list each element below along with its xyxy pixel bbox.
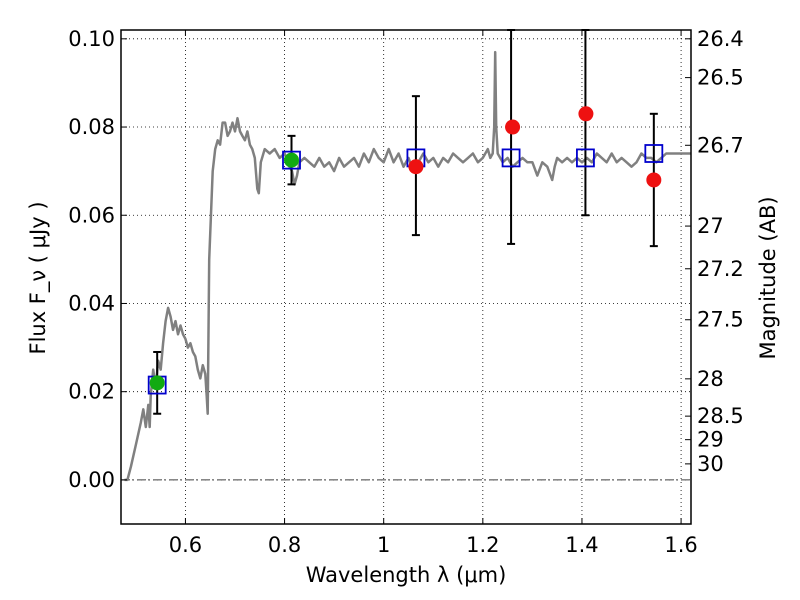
y-axis-label: Flux F_ν ( μJy ) [26,201,51,354]
magnitude-tick-label: 26.5 [697,66,744,90]
plot-frame [120,29,692,525]
magnitude-tick-label: 29 [697,428,724,452]
model-flux-square [501,148,521,168]
magnitude-tick-label: 28.5 [697,404,744,428]
right-axis-label: Magnitude (AB) [756,196,780,359]
photometry-point [578,106,594,122]
magnitude-tick-label: 27.5 [697,308,744,332]
photometry-point [646,172,662,188]
point-layer [149,106,662,391]
photometry-point [408,159,424,175]
x-tick-label: 0.8 [268,533,301,557]
spectrum-layer [124,50,691,482]
y-tick-label: 0.06 [68,203,115,227]
magnitude-tick-label: 28 [697,367,724,391]
photometry-point [505,119,521,135]
photometry-point [149,375,165,391]
model-spectrum-line [124,50,691,482]
y-tick-label: 0.10 [68,27,115,51]
x-tick-label: 1.4 [565,533,598,557]
y-tick-label: 0.04 [68,291,115,315]
x-tick-label: 0.6 [169,533,202,557]
y-ticks: 0.00 0.02 0.04 0.06 0.08 0.10 [68,27,127,492]
x-ticks: 0.6 0.8 1 1.2 1.4 1.6 [169,30,698,557]
x-tick-label: 1.2 [466,533,499,557]
y-tick-label: 0.08 [68,115,115,139]
model-flux-square [644,144,664,163]
magnitude-tick-label: 27 [697,214,724,238]
magnitude-tick-label: 26.4 [697,27,744,51]
x-axis-label: Wavelength λ (μm) [306,563,507,587]
x-tick-label: 1.6 [664,533,697,557]
magnitude-tick-label: 26.7 [697,133,744,157]
magnitude-tick-label: 27.2 [697,257,744,281]
y-tick-label: 0.02 [68,380,115,404]
square-layer [147,144,664,395]
photometry-point [284,152,300,168]
model-flux-square [282,150,301,170]
model-flux-square [576,148,595,168]
magnitude-tick-label: 30 [697,452,724,476]
y-tick-label: 0.00 [68,468,115,492]
x-tick-label: 1 [377,533,390,557]
